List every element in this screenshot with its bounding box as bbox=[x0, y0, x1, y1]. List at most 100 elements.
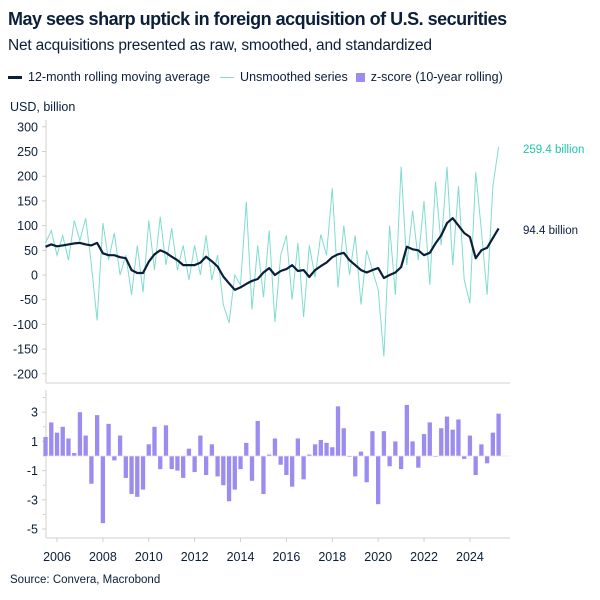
ma-series-line bbox=[45, 217, 500, 291]
y-tick-label-bottom: 3 bbox=[31, 406, 38, 420]
zscore-bar bbox=[49, 422, 54, 456]
chart-title: May sees sharp uptick in foreign acquisi… bbox=[8, 9, 507, 29]
zscore-bar bbox=[393, 441, 398, 456]
zscore-bar bbox=[456, 419, 461, 456]
zscore-bar bbox=[427, 422, 432, 456]
y-tick-label-top: 100 bbox=[17, 219, 38, 233]
zscore-bar bbox=[94, 415, 100, 456]
zscore-bar bbox=[169, 456, 174, 470]
zscore-bar bbox=[146, 444, 151, 456]
zscore-bar bbox=[462, 456, 467, 459]
zscore-bar bbox=[484, 456, 490, 464]
zscore-bar bbox=[295, 438, 301, 456]
x-tick-label: 2018 bbox=[318, 550, 346, 564]
zscore-bar bbox=[364, 456, 369, 483]
zscore-bar bbox=[358, 451, 364, 456]
legend-label-ma: 12-month rolling moving average bbox=[28, 70, 211, 84]
x-tick-label: 2014 bbox=[227, 550, 255, 564]
zscore-bar bbox=[158, 456, 163, 470]
legend: 12-month rolling moving average Unsmooth… bbox=[8, 70, 503, 84]
ma-end-label: 94.4 billion bbox=[523, 225, 578, 237]
zscore-bar bbox=[244, 442, 249, 456]
zscore-bar bbox=[135, 456, 140, 497]
y-axis-label: USD, billion bbox=[10, 100, 75, 114]
zscore-bar bbox=[43, 437, 48, 456]
raw-end-label: 259.4 billion bbox=[523, 144, 584, 156]
zscore-bar bbox=[100, 456, 106, 524]
y-tick-label-top: 200 bbox=[17, 170, 38, 184]
y-tick-label-top: 0 bbox=[31, 269, 38, 283]
zscore-bar bbox=[439, 428, 444, 456]
zscore-bar bbox=[198, 435, 203, 456]
zscore-bar bbox=[410, 441, 415, 456]
y-tick-label-top: -100 bbox=[13, 318, 38, 332]
x-tick-label: 2020 bbox=[364, 550, 392, 564]
x-tick-label: 2024 bbox=[456, 550, 484, 564]
zscore-bar bbox=[318, 439, 323, 456]
zscore-bar bbox=[404, 404, 409, 456]
zscore-bar bbox=[370, 431, 375, 456]
zscore-bar bbox=[479, 444, 484, 456]
y-tick-label-top: -50 bbox=[20, 293, 38, 307]
zscore-bar bbox=[267, 454, 272, 456]
x-tick-label: 2010 bbox=[135, 550, 163, 564]
zscore-bar bbox=[421, 434, 427, 456]
zscore-bar bbox=[221, 456, 226, 486]
legend-label-zscore: z-score (10-year rolling) bbox=[370, 70, 503, 84]
zscore-bar bbox=[284, 456, 289, 475]
x-tick-label: 2022 bbox=[410, 550, 438, 564]
zscore-bar bbox=[398, 456, 404, 470]
zscore-bar bbox=[112, 456, 117, 461]
zscore-bar bbox=[192, 456, 197, 473]
x-tick-label: 2012 bbox=[181, 550, 209, 564]
zscore-bar bbox=[66, 438, 71, 456]
y-tick-label-top: 300 bbox=[17, 120, 38, 134]
zscore-bar bbox=[490, 432, 496, 456]
zscore-bar bbox=[381, 431, 387, 456]
zscore-bar bbox=[467, 435, 473, 456]
zscore-bar bbox=[123, 456, 128, 478]
zscore-bar bbox=[387, 456, 392, 467]
zscore-bar bbox=[238, 456, 243, 470]
zscore-bar bbox=[278, 456, 283, 465]
y-tick-label-bottom: 1 bbox=[31, 435, 38, 449]
zscore-bar bbox=[376, 456, 381, 505]
y-tick-label-bottom: -3 bbox=[27, 493, 38, 507]
zscore-bar bbox=[77, 412, 83, 456]
raw-series-line bbox=[45, 146, 500, 357]
y-tick-label-top: -200 bbox=[13, 367, 38, 381]
zscore-bar bbox=[181, 456, 186, 478]
zscore-bar bbox=[330, 447, 335, 456]
zscore-bar bbox=[163, 425, 169, 456]
zscore-bar bbox=[255, 420, 260, 456]
zscore-bar bbox=[215, 456, 220, 477]
y-tick-label-bottom: -5 bbox=[27, 523, 38, 537]
legend-label-raw: Unsmoothed series bbox=[240, 70, 348, 84]
zscore-bar bbox=[72, 453, 77, 456]
y-tick-label-bottom: -1 bbox=[27, 464, 38, 478]
chart-subtitle: Net acquisitions presented as raw, smoot… bbox=[8, 37, 432, 54]
zscore-bar bbox=[83, 435, 88, 456]
zscore-bar bbox=[175, 456, 180, 471]
zscore-bar bbox=[473, 456, 478, 475]
source-note: Source: Convera, Macrobond bbox=[10, 574, 161, 586]
y-tick-label-top: 150 bbox=[17, 194, 38, 208]
zscore-bar bbox=[444, 416, 450, 456]
zscore-bar bbox=[152, 426, 157, 456]
zscore-bar bbox=[106, 423, 111, 456]
zscore-bar bbox=[186, 448, 192, 456]
x-tick-label: 2006 bbox=[43, 550, 71, 564]
zscore-bar bbox=[117, 435, 123, 456]
zscore-bar bbox=[226, 456, 232, 502]
zscore-bar bbox=[232, 456, 237, 490]
zscore-bar bbox=[289, 456, 295, 487]
y-tick-label-top: 50 bbox=[24, 244, 38, 258]
y-tick-label-top: 250 bbox=[17, 145, 38, 159]
zscore-bar bbox=[312, 444, 318, 456]
legend-swatch-ma bbox=[8, 75, 22, 79]
zscore-bar bbox=[129, 456, 134, 494]
legend-swatch-zscore bbox=[355, 72, 365, 82]
y-tick-label-top: -150 bbox=[13, 343, 38, 357]
zscore-bar bbox=[249, 456, 255, 481]
zscore-bar bbox=[140, 456, 146, 490]
